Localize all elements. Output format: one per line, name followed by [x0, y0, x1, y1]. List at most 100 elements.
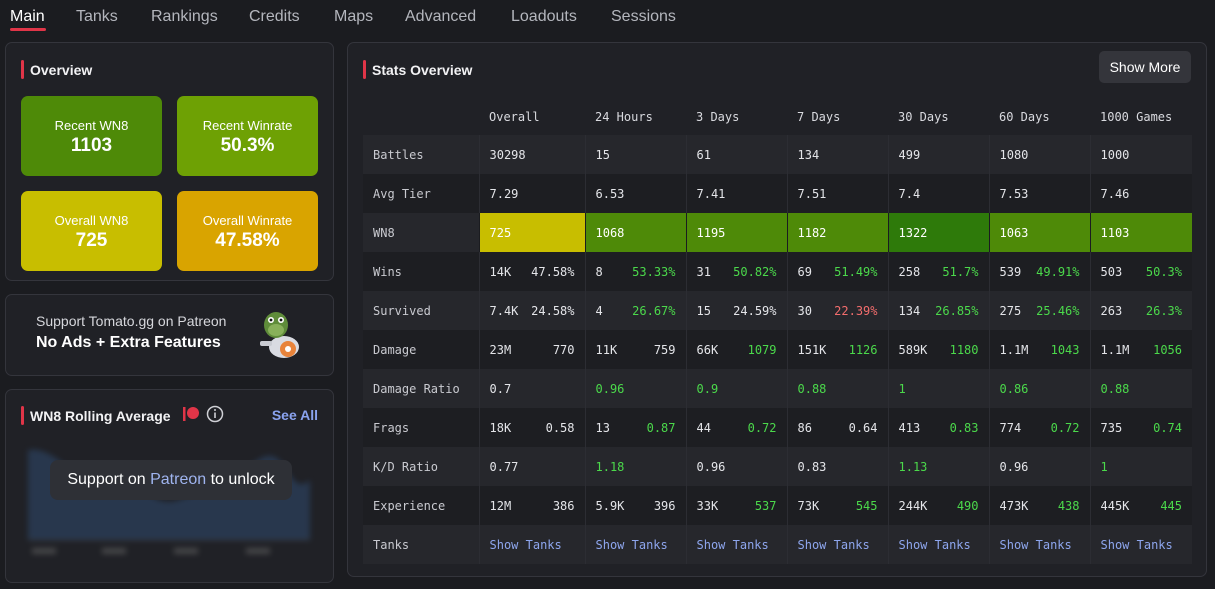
patreon-promo[interactable]: Support Tomato.gg on Patreon No Ads + Ex… — [5, 294, 334, 376]
show-tanks-link[interactable]: Show Tanks — [988, 525, 1090, 564]
stat-cell: 0.86 — [988, 369, 1090, 408]
stat-cell: 774 0.72 — [988, 408, 1090, 447]
stat-pair: 8 53.33% — [596, 265, 676, 279]
card-value: 47.58% — [215, 230, 280, 251]
show-tanks-link[interactable]: Show Tanks — [887, 525, 989, 564]
stat-pair: 539 49.91% — [1000, 265, 1080, 279]
unlock-text-pre: Support on — [67, 471, 151, 488]
wn8-cell: 1103 — [1089, 213, 1192, 252]
column-header: Overall — [489, 110, 540, 124]
stat-rate: 50.3% — [1145, 264, 1182, 279]
stat-count: 18K — [489, 420, 512, 435]
stat-rate: 26.67% — [632, 303, 676, 318]
tab-sessions[interactable]: Sessions — [611, 8, 676, 25]
table-row: Survived 7.4K 24.58% 4 26.67% 15 24.59% 30 22.39… — [363, 291, 1192, 330]
stat-rate: 1126 — [848, 342, 878, 357]
row-label: Frags — [363, 408, 479, 447]
table-header-row: Overall 24 Hours 3 Days 7 Days 30 Days 6… — [363, 99, 1192, 135]
stat-count: 589K — [898, 342, 928, 357]
stat-cell: 1 — [1089, 447, 1192, 486]
stat-rate: 445 — [1160, 498, 1182, 513]
tab-maps[interactable]: Maps — [334, 8, 374, 25]
stat-cell: 258 51.7% — [887, 252, 989, 291]
show-tanks-link[interactable]: Show Tanks — [1089, 525, 1192, 564]
stat-pair: 7.4K 24.58% — [490, 304, 575, 318]
stat-cell: 8 53.33% — [584, 252, 686, 291]
column-header: 3 Days — [696, 110, 740, 124]
wn8-cell: 725 — [478, 213, 585, 252]
stat-rate: 51.49% — [834, 264, 878, 279]
stat-count: 66K — [696, 342, 719, 357]
stat-rate: 770 — [552, 342, 575, 357]
stat-pair: 473K 438 — [1000, 499, 1080, 513]
stat-count: 33K — [696, 498, 719, 513]
stat-pair: 18K 0.58 — [490, 421, 575, 435]
table-row: Damage Ratio 0.7 0.96 0.9 0.88 1 0.86 0.88 — [363, 369, 1192, 408]
stats-title: Stats Overview — [363, 60, 472, 79]
stat-count: 1.1M — [1100, 342, 1130, 357]
show-more-button[interactable]: Show More — [1099, 51, 1191, 83]
unlock-message: Support on Patreon to unlock — [50, 460, 292, 500]
stat-pair: 33K 537 — [697, 499, 777, 513]
stat-pair: 503 50.3% — [1101, 265, 1183, 279]
info-icon[interactable] — [206, 405, 224, 423]
row-label: K/D Ratio — [363, 447, 479, 486]
stat-rate: 24.59% — [733, 303, 777, 318]
row-label: Avg Tier — [363, 174, 479, 213]
see-all-link[interactable]: See All — [271, 407, 318, 423]
show-tanks-link[interactable]: Show Tanks — [786, 525, 888, 564]
stat-cell: 23M 770 — [478, 330, 585, 369]
stat-cell: 18K 0.58 — [478, 408, 585, 447]
stat-rate: 24.58% — [531, 303, 575, 318]
stat-cell: 15 24.59% — [685, 291, 787, 330]
stat-rate: 438 — [1057, 498, 1080, 513]
stat-cell: 539 49.91% — [988, 252, 1090, 291]
stat-count: 31 — [696, 264, 711, 279]
stat-cell: 73K 545 — [786, 486, 888, 525]
stat-cell: 0.83 — [786, 447, 888, 486]
tab-loadouts[interactable]: Loadouts — [511, 8, 577, 25]
stat-pair: 44 0.72 — [697, 421, 777, 435]
stat-count: 12M — [489, 498, 512, 513]
stat-rate: 545 — [855, 498, 878, 513]
stat-count: 86 — [797, 420, 812, 435]
recent-winrate-card: Recent Winrate 50.3% — [177, 96, 318, 176]
stat-rate: 386 — [552, 498, 575, 513]
tab-main[interactable]: Main — [10, 8, 45, 25]
stat-pair: 31 50.82% — [697, 265, 777, 279]
stat-cell: 1.1M 1043 — [988, 330, 1090, 369]
card-value: 725 — [75, 230, 108, 251]
tab-credits[interactable]: Credits — [249, 8, 300, 25]
stat-count: 134 — [898, 303, 921, 318]
patreon-link[interactable]: Patreon — [150, 471, 207, 488]
stat-cell: 66K 1079 — [685, 330, 787, 369]
stat-count: 15 — [696, 303, 711, 318]
show-tanks-link[interactable]: Show Tanks — [478, 525, 585, 564]
stat-cell: 413 0.83 — [887, 408, 989, 447]
stat-count: 473K — [999, 498, 1029, 513]
stat-count: 23M — [489, 342, 512, 357]
stat-pair: 1.1M 1056 — [1101, 343, 1183, 357]
stat-rate: 759 — [653, 342, 676, 357]
stat-pair: 275 25.46% — [1000, 304, 1080, 318]
tab-rankings[interactable]: Rankings — [151, 8, 218, 25]
stat-pair: 73K 545 — [798, 499, 878, 513]
tab-advanced[interactable]: Advanced — [405, 8, 477, 25]
stat-rate: 0.72 — [1050, 420, 1080, 435]
stat-pair: 244K 490 — [899, 499, 979, 513]
stat-rate: 49.91% — [1036, 264, 1080, 279]
show-tanks-link[interactable]: Show Tanks — [685, 525, 787, 564]
show-tanks-link[interactable]: Show Tanks — [584, 525, 686, 564]
card-label: Recent Winrate — [202, 118, 293, 133]
stat-rate: 0.58 — [545, 420, 575, 435]
stat-count: 4 — [595, 303, 603, 318]
tab-tanks[interactable]: Tanks — [76, 8, 118, 25]
stat-pair: 15 24.59% — [697, 304, 777, 318]
column-header: 60 Days — [999, 110, 1050, 124]
stat-rate: 47.58% — [531, 264, 575, 279]
card-label: Overall WN8 — [54, 213, 129, 228]
stat-pair: 23M 770 — [490, 343, 575, 357]
stat-cell: 473K 438 — [988, 486, 1090, 525]
card-label: Overall Winrate — [202, 213, 293, 228]
table-row: Tanks Show Tanks Show Tanks Show Tanks Show … — [363, 525, 1192, 564]
